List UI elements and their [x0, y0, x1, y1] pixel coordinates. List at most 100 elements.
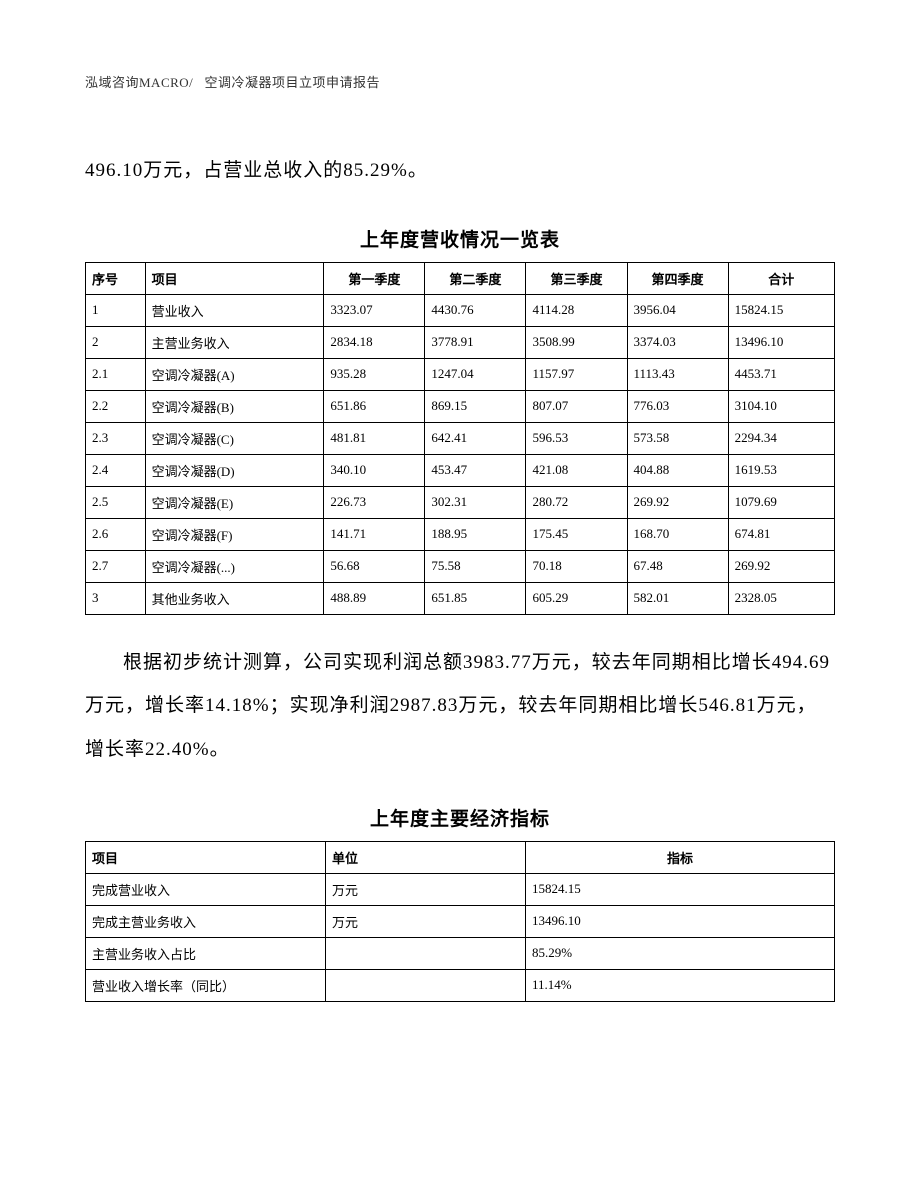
- table-cell: 421.08: [526, 454, 627, 486]
- table-cell: 空调冷凝器(F): [145, 518, 324, 550]
- table-row: 完成主营业务收入万元13496.10: [86, 905, 835, 937]
- table-cell: 营业收入: [145, 294, 324, 326]
- page-header: 泓域咨询MACRO/ 空调冷凝器项目立项申请报告: [85, 72, 835, 91]
- table-cell: 340.10: [324, 454, 425, 486]
- table-cell: 141.71: [324, 518, 425, 550]
- table-row: 2.7空调冷凝器(...)56.6875.5870.1867.48269.92: [86, 550, 835, 582]
- table-cell: 651.86: [324, 390, 425, 422]
- th-unit: 单位: [326, 841, 526, 873]
- table-cell: 226.73: [324, 486, 425, 518]
- table-row: 2.3空调冷凝器(C)481.81642.41596.53573.582294.…: [86, 422, 835, 454]
- th-q3: 第三季度: [526, 262, 627, 294]
- table-cell: 75.58: [425, 550, 526, 582]
- table-cell: 万元: [326, 905, 526, 937]
- table-cell: 4453.71: [728, 358, 834, 390]
- th-total: 合计: [728, 262, 834, 294]
- table-cell: 269.92: [728, 550, 834, 582]
- table-cell: 2294.34: [728, 422, 834, 454]
- table-cell: [326, 969, 526, 1001]
- table-cell: 3508.99: [526, 326, 627, 358]
- table-cell: 3778.91: [425, 326, 526, 358]
- table2-body: 完成营业收入万元15824.15完成主营业务收入万元13496.10主营业务收入…: [86, 873, 835, 1001]
- table-cell: 807.07: [526, 390, 627, 422]
- table-row: 2.4空调冷凝器(D)340.10453.47421.08404.881619.…: [86, 454, 835, 486]
- table-cell: 453.47: [425, 454, 526, 486]
- table-cell: 主营业务收入: [145, 326, 324, 358]
- table-cell: 56.68: [324, 550, 425, 582]
- table-cell: 280.72: [526, 486, 627, 518]
- table-cell: 13496.10: [728, 326, 834, 358]
- table-cell: 2834.18: [324, 326, 425, 358]
- th-q4: 第四季度: [627, 262, 728, 294]
- table-cell: 11.14%: [526, 969, 835, 1001]
- table-cell: [326, 937, 526, 969]
- table-cell: 488.89: [324, 582, 425, 614]
- table-cell: 万元: [326, 873, 526, 905]
- th-project: 项目: [86, 841, 326, 873]
- table-cell: 302.31: [425, 486, 526, 518]
- table1-title: 上年度营收情况一览表: [85, 225, 835, 252]
- table-row: 1营业收入3323.074430.764114.283956.0415824.1…: [86, 294, 835, 326]
- table-cell: 1079.69: [728, 486, 834, 518]
- table-cell: 1113.43: [627, 358, 728, 390]
- table-cell: 67.48: [627, 550, 728, 582]
- table-cell: 3323.07: [324, 294, 425, 326]
- table-cell: 596.53: [526, 422, 627, 454]
- table-cell: 188.95: [425, 518, 526, 550]
- table-row: 主营业务收入占比 85.29%: [86, 937, 835, 969]
- th-q2: 第二季度: [425, 262, 526, 294]
- paragraph-1: 496.10万元，占营业总收入的85.29%。: [85, 149, 835, 193]
- th-item: 项目: [145, 262, 324, 294]
- table1-body: 1营业收入3323.074430.764114.283956.0415824.1…: [86, 294, 835, 614]
- th-seq: 序号: [86, 262, 146, 294]
- table-cell: 1619.53: [728, 454, 834, 486]
- table-cell: 1: [86, 294, 146, 326]
- table-row: 完成营业收入万元15824.15: [86, 873, 835, 905]
- table-cell: 主营业务收入占比: [86, 937, 326, 969]
- paragraph-2: 根据初步统计测算，公司实现利润总额3983.77万元，较去年同期相比增长494.…: [85, 641, 835, 772]
- table-cell: 85.29%: [526, 937, 835, 969]
- table-cell: 空调冷凝器(C): [145, 422, 324, 454]
- table-cell: 481.81: [324, 422, 425, 454]
- table-cell: 175.45: [526, 518, 627, 550]
- table-cell: 营业收入增长率（同比）: [86, 969, 326, 1001]
- table-cell: 1247.04: [425, 358, 526, 390]
- table-header-row: 序号 项目 第一季度 第二季度 第三季度 第四季度 合计: [86, 262, 835, 294]
- table-cell: 完成营业收入: [86, 873, 326, 905]
- table-cell: 15824.15: [728, 294, 834, 326]
- table-cell: 70.18: [526, 550, 627, 582]
- table-row: 2主营业务收入2834.183778.913508.993374.0313496…: [86, 326, 835, 358]
- table-row: 营业收入增长率（同比） 11.14%: [86, 969, 835, 1001]
- table-cell: 2328.05: [728, 582, 834, 614]
- table-row: 2.6空调冷凝器(F)141.71188.95175.45168.70674.8…: [86, 518, 835, 550]
- table-cell: 4114.28: [526, 294, 627, 326]
- table2-title: 上年度主要经济指标: [85, 804, 835, 831]
- table-cell: 空调冷凝器(B): [145, 390, 324, 422]
- table-cell: 空调冷凝器(...): [145, 550, 324, 582]
- table-cell: 2.4: [86, 454, 146, 486]
- table-cell: 完成主营业务收入: [86, 905, 326, 937]
- table-cell: 空调冷凝器(D): [145, 454, 324, 486]
- table-cell: 776.03: [627, 390, 728, 422]
- table-cell: 15824.15: [526, 873, 835, 905]
- header-doc-title: 空调冷凝器项目立项申请报告: [205, 75, 381, 90]
- table-cell: 269.92: [627, 486, 728, 518]
- table-cell: 404.88: [627, 454, 728, 486]
- table-header-row: 项目 单位 指标: [86, 841, 835, 873]
- table-cell: 其他业务收入: [145, 582, 324, 614]
- table-row: 2.1空调冷凝器(A)935.281247.041157.971113.4344…: [86, 358, 835, 390]
- table-cell: 582.01: [627, 582, 728, 614]
- table-cell: 3374.03: [627, 326, 728, 358]
- table-cell: 2.2: [86, 390, 146, 422]
- table-row: 2.2空调冷凝器(B)651.86869.15807.07776.033104.…: [86, 390, 835, 422]
- table-cell: 3956.04: [627, 294, 728, 326]
- table-cell: 674.81: [728, 518, 834, 550]
- table-cell: 869.15: [425, 390, 526, 422]
- table-cell: 空调冷凝器(A): [145, 358, 324, 390]
- table-cell: 605.29: [526, 582, 627, 614]
- revenue-table: 序号 项目 第一季度 第二季度 第三季度 第四季度 合计 1营业收入3323.0…: [85, 262, 835, 615]
- table-row: 3其他业务收入488.89651.85605.29582.012328.05: [86, 582, 835, 614]
- table-cell: 642.41: [425, 422, 526, 454]
- table-cell: 13496.10: [526, 905, 835, 937]
- header-company: 泓域咨询MACRO/: [85, 75, 193, 90]
